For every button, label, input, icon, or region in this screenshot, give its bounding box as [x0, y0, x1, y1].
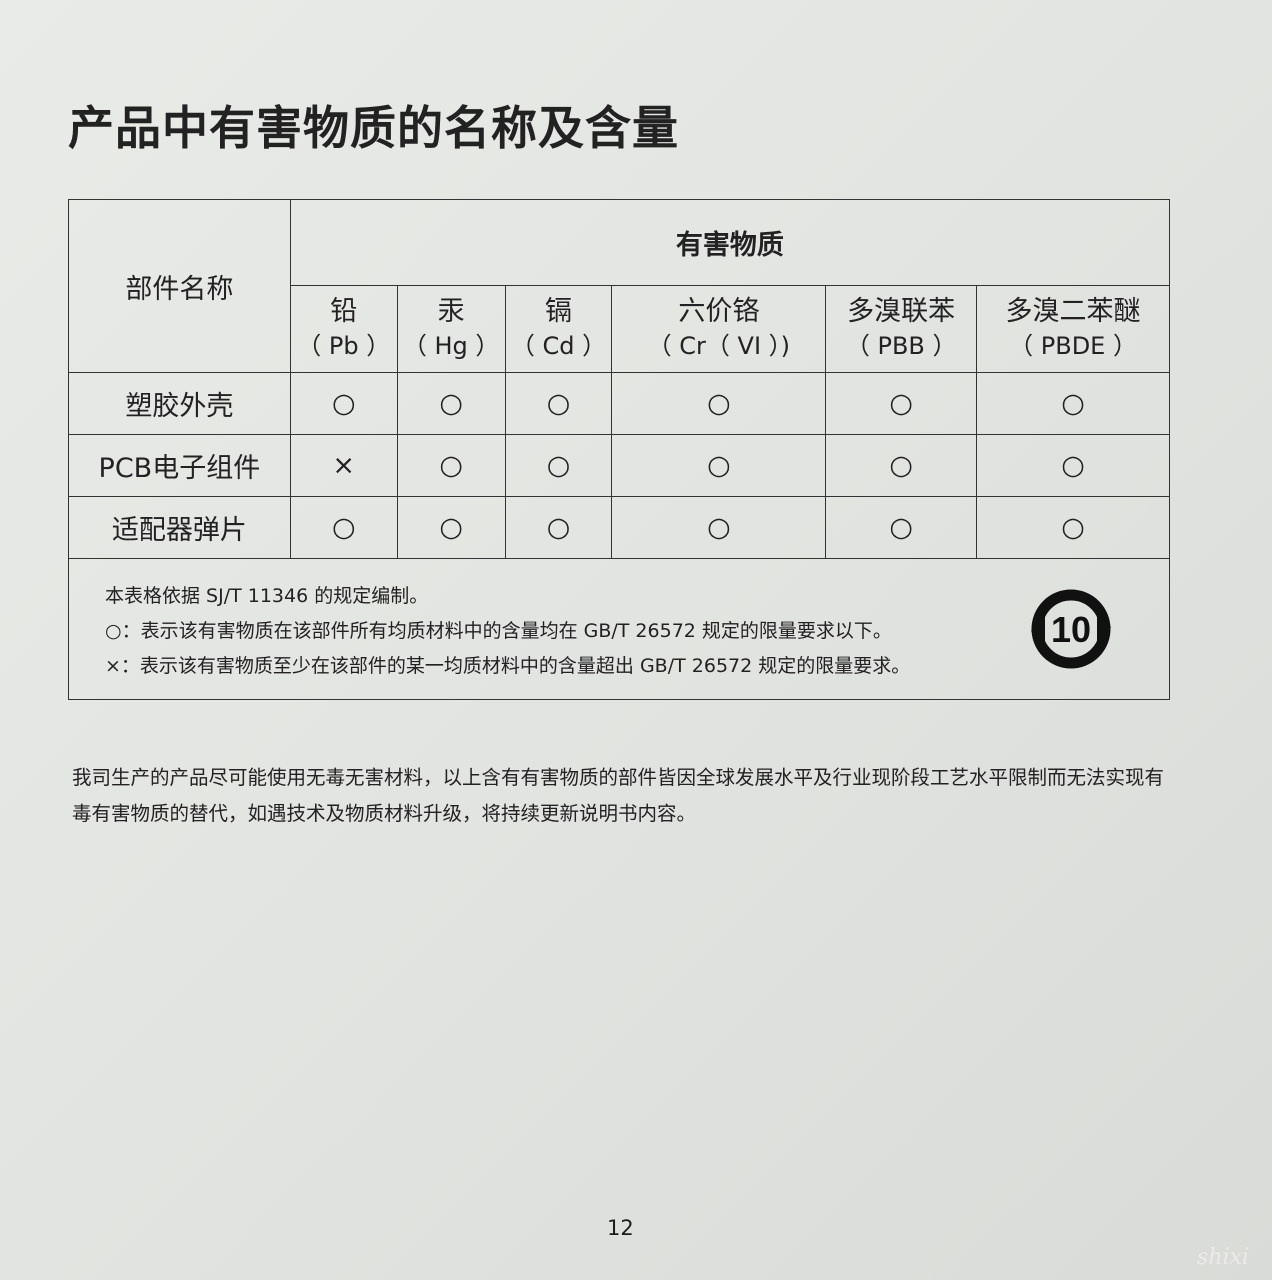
- substance-header: 六价铬 （ Cr（ VI ）): [611, 285, 827, 373]
- substance-name: 铅: [330, 296, 358, 327]
- substance-name: 多溴联苯: [847, 296, 956, 327]
- substance-header: 镉 （ Cd ）: [504, 285, 613, 373]
- epup-logo-number: 10: [1051, 609, 1091, 650]
- substance-value: ○: [396, 434, 506, 497]
- page-number: 12: [607, 1216, 634, 1240]
- substance-name: 多溴二苯醚: [1005, 296, 1141, 327]
- substance-symbol: （ Hg ）: [402, 332, 500, 360]
- substance-value: ○: [611, 372, 827, 435]
- epup-10-logo-icon: 10: [1031, 589, 1111, 669]
- substance-value: ○: [611, 496, 827, 559]
- substance-value: ×: [289, 434, 398, 497]
- disclaimer-paragraph: 我司生产的产品尽可能使用无毒无害材料，以上含有有害物质的部件皆因全球发展水平及行…: [72, 766, 1165, 825]
- substance-header: 铅 （ Pb ）: [289, 285, 398, 373]
- substance-symbol: （ PBB ）: [845, 332, 957, 360]
- substance-header: 多溴联苯 （ PBB ）: [825, 285, 978, 373]
- watermark: shixi: [1197, 1245, 1249, 1270]
- substance-value: ○: [976, 496, 1170, 559]
- substance-symbol: （ PBDE ）: [1009, 332, 1137, 360]
- table-row: PCB电子组件 × ○ ○ ○ ○ ○: [68, 434, 1170, 497]
- substance-value: ○: [976, 434, 1170, 497]
- note-standard: 本表格依据 SJ/T 11346 的规定编制。: [105, 585, 429, 607]
- substance-value: ○: [976, 372, 1170, 435]
- notes-cell: 本表格依据 SJ/T 11346 的规定编制。 ○：表示该有害物质在该部件所有均…: [68, 558, 1170, 700]
- part-name: PCB电子组件: [68, 434, 291, 497]
- substance-name: 汞: [437, 296, 465, 327]
- substance-value: ○: [825, 434, 978, 497]
- substance-value: ○: [289, 496, 398, 559]
- substances-group-header: 有害物质: [289, 199, 1171, 286]
- substance-value: ○: [825, 496, 978, 559]
- note-cross: ×：表示该有害物质至少在该部件的某一均质材料中的含量超出 GB/T 26572 …: [105, 655, 911, 677]
- substance-symbol: （ Cd ）: [510, 332, 607, 360]
- substance-value: ○: [611, 434, 827, 497]
- substance-value: ○: [289, 372, 398, 435]
- substance-header: 汞 （ Hg ）: [396, 285, 506, 373]
- substance-value: ○: [504, 496, 613, 559]
- note-circle: ○：表示该有害物质在该部件所有均质材料中的含量均在 GB/T 26572 规定的…: [105, 620, 892, 642]
- table-row: 塑胶外壳 ○ ○ ○ ○ ○ ○: [68, 372, 1170, 435]
- substance-name: 镉: [545, 296, 573, 327]
- substance-value: ○: [504, 372, 613, 435]
- part-name: 适配器弹片: [68, 496, 291, 559]
- page-title: 产品中有害物质的名称及含量: [68, 101, 679, 155]
- hazardous-substances-table: 部件名称 有害物质 铅 （ Pb ） 汞 （ Hg ） 镉 （ Cd ） 六价铬 （ Cr（ …: [68, 199, 1171, 700]
- substance-header: 多溴二苯醚 （ PBDE ）: [976, 285, 1170, 373]
- substance-name: 六价铬: [678, 296, 760, 327]
- part-name: 塑胶外壳: [68, 372, 291, 435]
- substance-symbol: （ Pb ）: [297, 332, 391, 360]
- table-row: 适配器弹片 ○ ○ ○ ○ ○ ○: [68, 496, 1170, 559]
- substance-value: ○: [504, 434, 613, 497]
- substance-value: ○: [825, 372, 978, 435]
- substance-symbol: （ Cr（ VI ）): [647, 332, 791, 360]
- substance-value: ○: [396, 496, 506, 559]
- part-name-header: 部件名称: [68, 199, 291, 373]
- substance-value: ○: [396, 372, 506, 435]
